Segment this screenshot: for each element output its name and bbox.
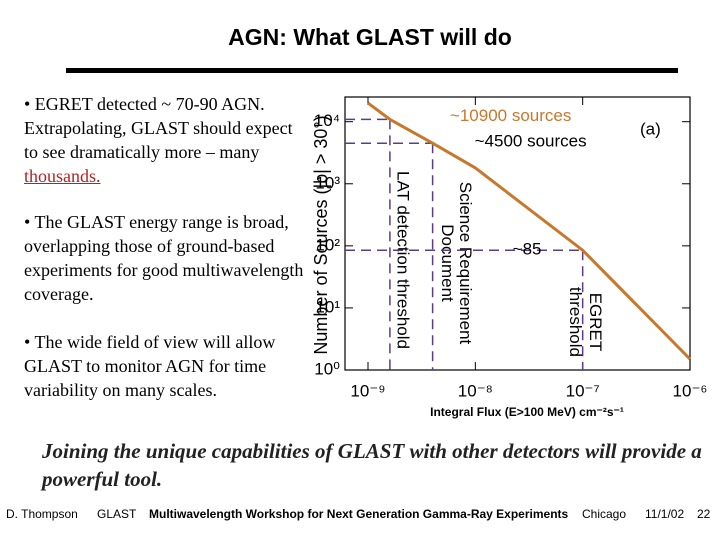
y-axis-label: Number of Sources (|b| > 30°): [311, 115, 331, 354]
y-tick-label: 10¹: [315, 297, 340, 316]
slide-title: AGN: What GLAST will do: [228, 24, 512, 50]
threshold-vlabel: Science Requirement: [456, 182, 475, 345]
y-tick-label: 10³: [315, 173, 340, 192]
footer-event: Multiwavelength Workshop for Next Genera…: [149, 507, 569, 521]
conclusion: Joining the unique capabilities of GLAST…: [42, 439, 702, 491]
footer-project: GLAST: [97, 507, 137, 521]
y-tick-label: 10²: [315, 235, 340, 254]
x-tick-label: 10⁻⁷: [566, 381, 600, 400]
threshold-vlabel: LAT detection threshold: [393, 171, 412, 349]
bullet: • The wide field of view will allow GLAS…: [24, 330, 309, 402]
x-tick-label: 10⁻⁹: [350, 381, 385, 400]
panel-label: (a): [640, 119, 661, 138]
data-line: [367, 101, 692, 361]
plot-frame: [344, 96, 691, 371]
bullet-text: • The GLAST energy range is broad, overl…: [24, 212, 304, 304]
y-tick-label: 10⁴: [314, 111, 340, 130]
footer-place: Chicago: [582, 507, 627, 521]
footer-date: 11/1/02: [645, 507, 685, 521]
y-tick-label: 10⁰: [314, 359, 340, 378]
x-axis-label: Integral Flux (E>100 MeV) cm⁻²s⁻¹: [430, 405, 624, 419]
bullet-text: • The wide field of view will allow GLAS…: [24, 332, 276, 400]
threshold-label: ~4500 sources: [475, 132, 587, 151]
threshold-label: ~85: [513, 240, 542, 259]
footer-page: 22: [697, 507, 711, 521]
bullet: • The GLAST energy range is broad, overl…: [24, 210, 309, 306]
threshold-vlabel: EGRET: [586, 293, 605, 352]
footer-author: D. Thompson: [6, 507, 78, 521]
bullet: • EGRET detected ~ 70-90 AGN. Extrapolat…: [24, 92, 309, 188]
bullet-link[interactable]: thousands.: [24, 166, 101, 186]
bullet-text: • EGRET detected ~ 70-90 AGN. Extrapolat…: [24, 94, 293, 162]
threshold-label: ~10900 sources: [450, 106, 571, 125]
threshold-vlabel: threshold: [566, 287, 585, 357]
title-rule: [66, 68, 678, 73]
threshold-vlabel: Document: [438, 224, 457, 302]
x-tick-label: 10⁻⁶: [673, 381, 708, 400]
x-tick-label: 10⁻⁸: [458, 381, 493, 400]
